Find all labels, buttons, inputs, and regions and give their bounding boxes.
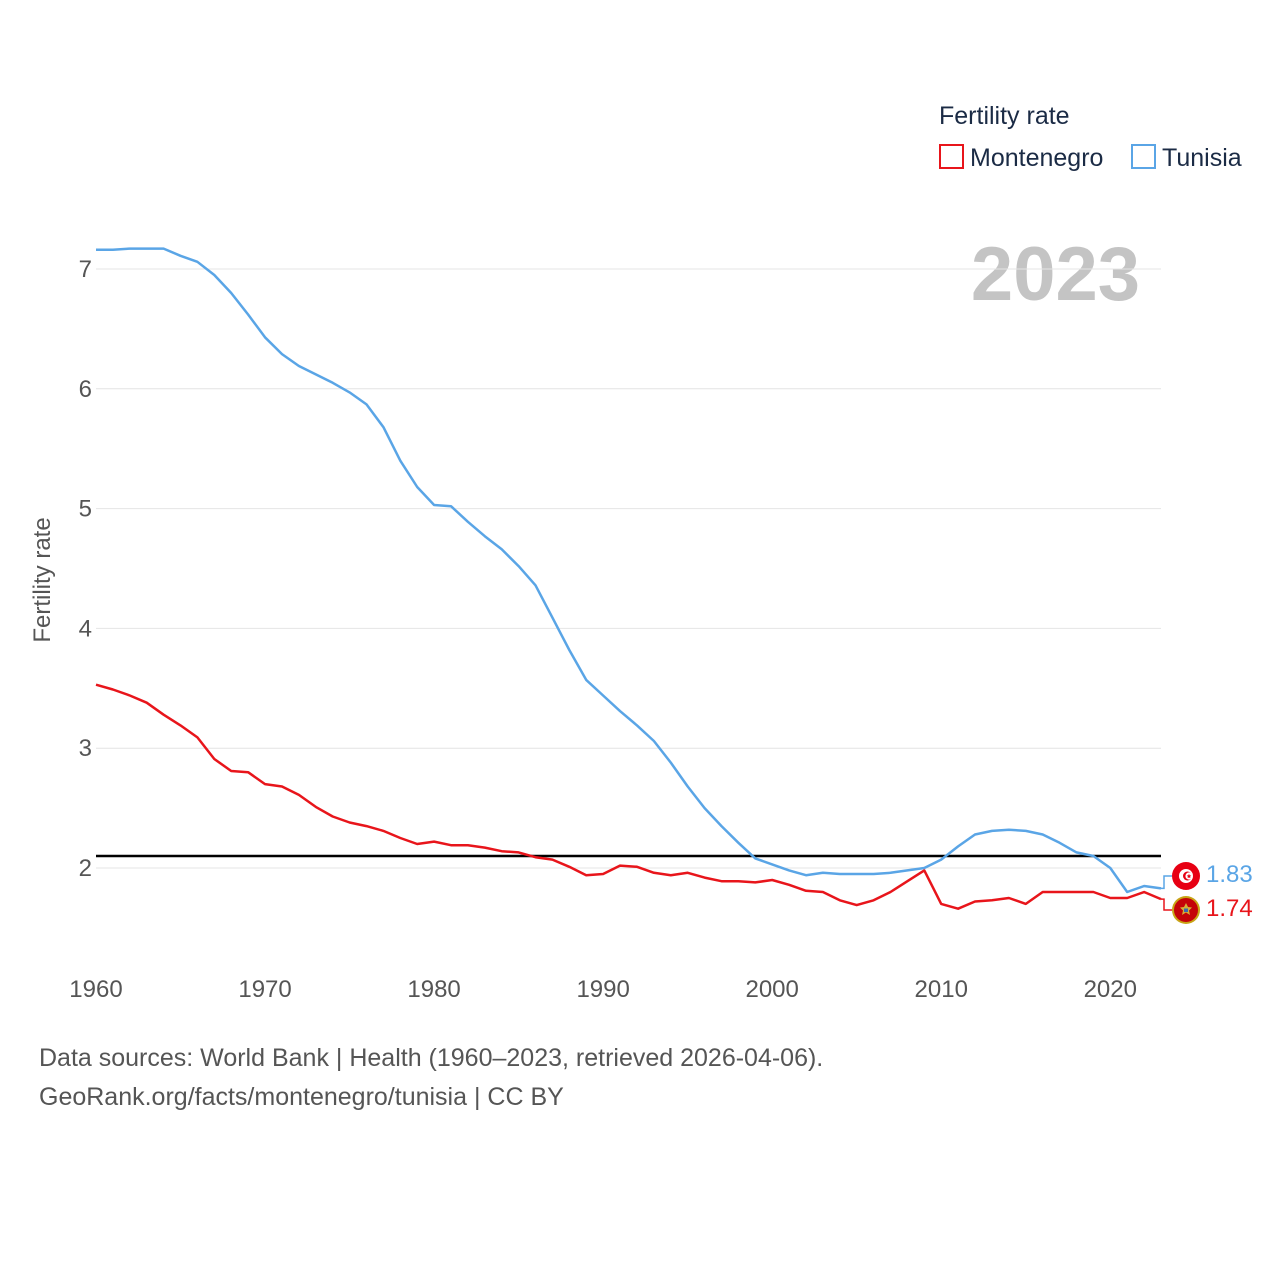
y-ticks: 2 3 4 5 6 7	[79, 256, 92, 882]
series-line-montenegro	[95, 683, 1162, 910]
tunisia-end-value: 1.83	[1206, 861, 1253, 888]
x-tick-label: 2000	[745, 976, 798, 1003]
y-tick-label: 6	[79, 376, 92, 403]
series-lines	[95, 247, 1162, 910]
footer-credit: GeoRank.org/facts/montenegro/tunisia | C…	[39, 1083, 564, 1111]
y-tick-label: 7	[79, 256, 92, 283]
x-tick-label: 2020	[1084, 976, 1137, 1003]
legend-title: Fertility rate	[939, 102, 1070, 130]
x-ticks: 1960 1970 1980 1990 2000 2010 2020	[69, 976, 1137, 1003]
y-tick-label: 4	[79, 615, 92, 642]
y-tick-label: 2	[79, 855, 92, 882]
chart: Fertility rate Montenegro Tunisia 2023 F…	[29, 102, 1253, 1003]
end-marker-tunisia: 1.83	[1161, 861, 1253, 890]
legend-label-tunisia[interactable]: Tunisia	[1162, 144, 1242, 172]
x-tick-label: 1970	[238, 976, 291, 1003]
y-axis-label: Fertility rate	[29, 517, 56, 642]
tunisia-connector	[1161, 875, 1172, 890]
end-marker-montenegro: 1.74	[1161, 895, 1253, 924]
y-tick-label: 5	[79, 496, 92, 523]
series-line-tunisia	[96, 247, 1162, 894]
footer-source: Data sources: World Bank | Health (1960–…	[39, 1044, 824, 1072]
tunisia-flag-icon	[1172, 862, 1200, 890]
year-display: 2023	[971, 232, 1140, 317]
legend-label-montenegro[interactable]: Montenegro	[970, 144, 1103, 172]
x-tick-label: 2010	[915, 976, 968, 1003]
montenegro-flag-icon	[1172, 896, 1200, 924]
legend-swatch-montenegro[interactable]	[939, 144, 964, 169]
x-tick-label: 1960	[69, 976, 122, 1003]
y-tick-label: 3	[79, 735, 92, 762]
gridlines	[96, 268, 1161, 869]
montenegro-end-value: 1.74	[1206, 895, 1253, 922]
x-tick-label: 1980	[407, 976, 460, 1003]
montenegro-connector	[1161, 898, 1172, 911]
x-tick-label: 1990	[576, 976, 629, 1003]
legend: Fertility rate Montenegro Tunisia	[939, 102, 1242, 172]
legend-swatch-tunisia[interactable]	[1131, 144, 1156, 169]
